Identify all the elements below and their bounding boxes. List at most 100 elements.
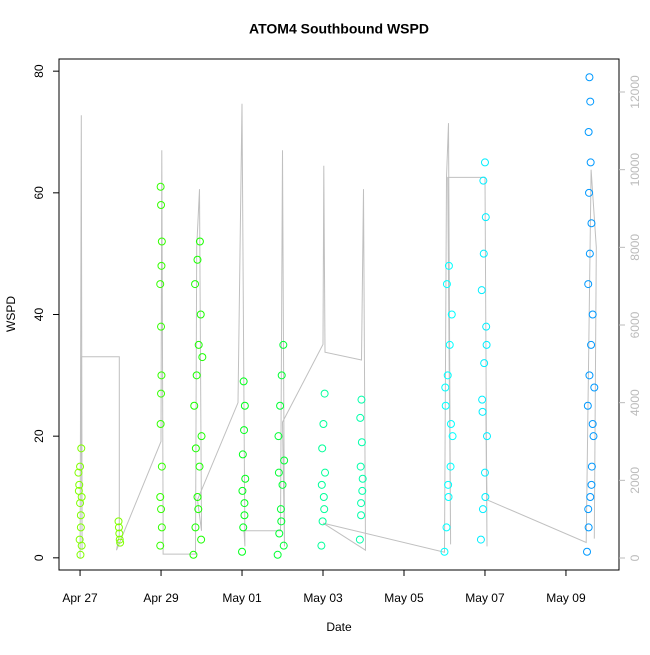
point bbox=[480, 359, 489, 368]
point bbox=[584, 523, 593, 532]
point bbox=[588, 420, 597, 428]
point bbox=[442, 280, 451, 289]
point bbox=[357, 395, 366, 404]
point bbox=[156, 182, 165, 191]
point bbox=[240, 511, 249, 520]
point bbox=[446, 420, 455, 428]
point bbox=[238, 547, 247, 556]
point bbox=[194, 340, 203, 349]
y-axis-label: WSPD bbox=[4, 296, 18, 332]
point bbox=[585, 371, 594, 380]
point bbox=[443, 371, 452, 380]
point bbox=[157, 523, 166, 532]
y2-tick-label: 8000 bbox=[628, 234, 642, 261]
point bbox=[115, 529, 124, 538]
point bbox=[321, 468, 330, 477]
point bbox=[440, 547, 449, 556]
y-tick-label: 20 bbox=[32, 429, 46, 443]
point bbox=[444, 261, 453, 270]
point bbox=[583, 401, 592, 410]
point bbox=[476, 535, 485, 544]
point bbox=[191, 444, 200, 453]
point bbox=[587, 340, 596, 349]
x-tick-label: May 07 bbox=[465, 591, 505, 605]
point bbox=[238, 450, 247, 459]
y2-tick-label: 12000 bbox=[628, 75, 642, 109]
point bbox=[358, 486, 367, 495]
point bbox=[76, 550, 85, 559]
point bbox=[240, 426, 249, 435]
point bbox=[156, 493, 165, 501]
point bbox=[195, 237, 204, 246]
point bbox=[585, 73, 594, 82]
y2-tick-label: 6000 bbox=[628, 311, 642, 338]
point bbox=[357, 499, 366, 508]
point bbox=[482, 432, 491, 441]
point bbox=[356, 462, 365, 471]
point bbox=[479, 176, 488, 185]
point bbox=[587, 480, 596, 489]
y2-tick-label: 4000 bbox=[628, 389, 642, 416]
point bbox=[114, 517, 123, 526]
point bbox=[442, 523, 451, 532]
x-tick-label: Apr 27 bbox=[62, 591, 98, 605]
point bbox=[157, 261, 166, 270]
y2-tick-label: 10000 bbox=[628, 153, 642, 187]
point bbox=[77, 444, 86, 453]
point bbox=[196, 310, 205, 319]
point bbox=[156, 280, 165, 289]
y2-tick-label: 2000 bbox=[628, 467, 642, 494]
y-tick-label: 40 bbox=[32, 308, 46, 322]
point bbox=[478, 407, 487, 416]
point bbox=[356, 413, 365, 422]
point bbox=[358, 474, 367, 483]
point bbox=[75, 535, 84, 544]
point bbox=[279, 340, 288, 349]
point bbox=[192, 371, 201, 380]
point bbox=[279, 541, 288, 550]
point bbox=[481, 493, 490, 501]
point bbox=[240, 499, 249, 508]
point bbox=[74, 468, 83, 477]
point bbox=[444, 480, 453, 489]
point bbox=[441, 383, 450, 392]
point bbox=[156, 420, 165, 428]
y-tick-label: 0 bbox=[32, 554, 46, 561]
point bbox=[189, 550, 198, 559]
point bbox=[447, 310, 456, 319]
point bbox=[190, 401, 199, 410]
point bbox=[274, 468, 283, 477]
point bbox=[584, 505, 593, 514]
point bbox=[76, 523, 85, 532]
point bbox=[273, 550, 282, 559]
point bbox=[320, 505, 329, 514]
x-tick-label: May 09 bbox=[546, 591, 586, 605]
point bbox=[445, 340, 454, 349]
point bbox=[195, 462, 204, 471]
point bbox=[482, 322, 491, 331]
point bbox=[482, 340, 491, 349]
point bbox=[479, 249, 488, 258]
y2-tick-label: 0 bbox=[628, 554, 642, 561]
x-tick-label: May 05 bbox=[384, 591, 424, 605]
point bbox=[197, 535, 206, 544]
point bbox=[115, 535, 124, 544]
point bbox=[481, 213, 490, 222]
point bbox=[276, 505, 285, 514]
point bbox=[318, 444, 327, 453]
point bbox=[588, 310, 597, 319]
point bbox=[197, 432, 206, 441]
point bbox=[275, 529, 284, 538]
point bbox=[274, 432, 283, 441]
point bbox=[77, 493, 86, 501]
point bbox=[76, 511, 85, 520]
x-tick-label: Apr 29 bbox=[143, 591, 179, 605]
point bbox=[76, 462, 85, 471]
point bbox=[191, 280, 200, 289]
point bbox=[587, 219, 596, 228]
point bbox=[241, 474, 250, 483]
point bbox=[448, 432, 457, 441]
point bbox=[157, 505, 166, 514]
